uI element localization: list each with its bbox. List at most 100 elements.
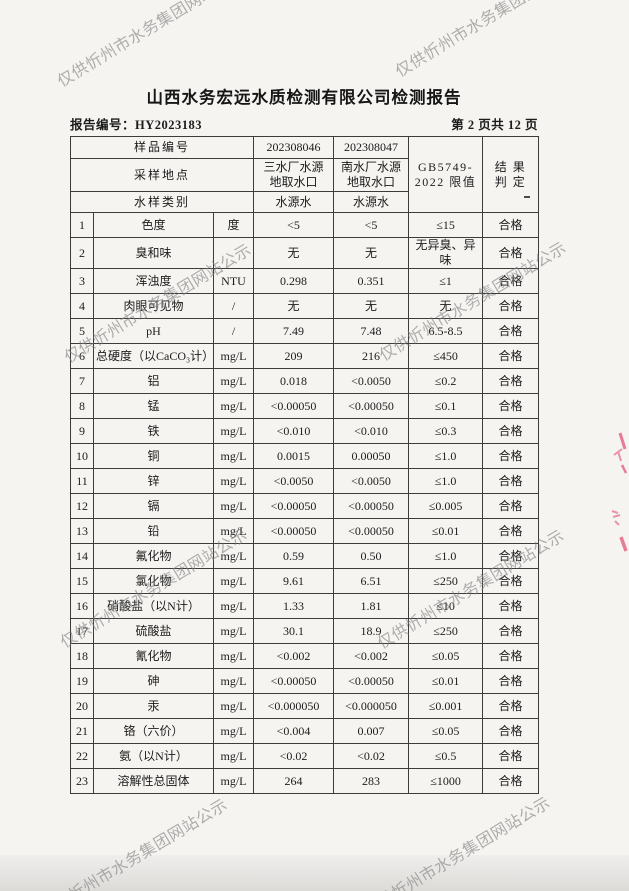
table-row: 13 铅 mg/L <0.00050 <0.00050 ≤0.01 合格 — [70, 518, 540, 544]
sample2-value: 1.81 — [333, 593, 410, 619]
limit-value: ≤0.05 — [408, 718, 484, 744]
result-value: 合格 — [482, 393, 540, 419]
result-value: 合格 — [482, 668, 540, 694]
result-value: 合格 — [482, 618, 540, 644]
item-name: 汞 — [93, 693, 214, 719]
result-value: 合格 — [482, 418, 540, 444]
results-tbody: 1 色度度 <5 <5 ≤15 合格 2 臭和味无无无异臭、异味 合格 3 浑浊度 NTU 0.298 0… — [70, 212, 540, 794]
item-name: pH — [93, 318, 214, 344]
report-title: 山西水务宏远水质检测有限公司检测报告 — [146, 89, 462, 107]
table-row: 23 溶解性总固体 mg/L 264 283 ≤1000 合格 — [70, 768, 540, 794]
watermark: 仅供忻州市水务集团网站公示 — [392, 0, 586, 81]
limit-value: ≤0.01 — [408, 668, 484, 694]
limit-value: ≤1 — [408, 268, 484, 294]
watermark: 仅供忻州市水务集团网站公示 — [54, 0, 248, 91]
sample1-value: 30.1 — [253, 618, 335, 644]
item-name: 硝酸盐（以N计） — [93, 593, 214, 619]
sample2-value: <0.002 — [333, 643, 410, 669]
table-row: 10 铜 mg/L 0.0015 0.00050 ≤1.0 合格 — [70, 443, 540, 469]
item-name: 浑浊度 — [93, 268, 214, 294]
sample1-value: 无 — [253, 293, 335, 319]
limit-value: ≤15 — [408, 212, 484, 238]
limit-value: ≤0.01 — [408, 518, 484, 544]
table-row: 18 氰化物 mg/L <0.002 <0.002 ≤0.05 合格 — [70, 643, 540, 669]
unit: mg/L — [212, 643, 255, 669]
sample1-value: 0.0015 — [253, 443, 335, 469]
row-number: 20 — [70, 693, 94, 719]
item-name: 氯化物 — [93, 568, 214, 594]
result-value: 合格 — [482, 543, 540, 569]
sample2-site: 南水厂水源 地取水口 — [333, 158, 410, 192]
sample2-value: 0.351 — [333, 268, 410, 294]
limit-value: ≤0.2 — [408, 368, 484, 394]
row-number: 9 — [70, 418, 94, 444]
result-value: 合格 — [482, 518, 540, 544]
unit: mg/L — [212, 418, 255, 444]
table-row: 20 汞 mg/L <0.000050 <0.000050 ≤0.001 合格 — [70, 693, 540, 719]
sample1-value: <0.02 — [253, 743, 335, 769]
unit: mg/L — [212, 768, 255, 794]
unit: mg/L — [212, 393, 255, 419]
result-value: 合格 — [482, 643, 540, 669]
sample2-value: <0.00050 — [333, 393, 410, 419]
item-name: 铝 — [93, 368, 214, 394]
unit: 度 — [212, 212, 255, 238]
sample1-value: <0.00050 — [253, 518, 335, 544]
limit-value: ≤250 — [408, 568, 484, 594]
stray-pen-mark — [524, 196, 530, 198]
table-row: 5 pH/7.49 7.48 6.5-8.5 合格 — [70, 318, 540, 344]
item-name: 锰 — [93, 393, 214, 419]
result-value: 合格 — [482, 718, 540, 744]
sample2-value: 7.48 — [333, 318, 410, 344]
limit-value: ≤1.0 — [408, 543, 484, 569]
table-row: 14 氟化物 mg/L 0.59 0.50 ≤1.0 合格 — [70, 543, 540, 569]
item-name: 镉 — [93, 493, 214, 519]
limit-value: ≤450 — [408, 343, 484, 369]
sample1-type: 水源水 — [253, 191, 335, 213]
item-name: 肉眼可见物 — [93, 293, 214, 319]
sample2-value: <5 — [333, 212, 410, 238]
unit: / — [212, 318, 255, 344]
sample1-value: 9.61 — [253, 568, 335, 594]
row-number: 16 — [70, 593, 94, 619]
row-number: 3 — [70, 268, 94, 294]
sample1-value: <0.000050 — [253, 693, 335, 719]
sample1-value: 264 — [253, 768, 335, 794]
limit-value: ≤1000 — [408, 768, 484, 794]
table-row: 11 锌 mg/L <0.0050 <0.0050 ≤1.0 合格 — [70, 468, 540, 494]
sample2-value: <0.0050 — [333, 368, 410, 394]
limit-value: ≤0.3 — [408, 418, 484, 444]
sample2-value: 无 — [333, 237, 410, 269]
row-number: 2 — [70, 237, 94, 269]
item-name: 总硬度（以CaCO₃计） — [93, 343, 214, 369]
unit: mg/L — [212, 693, 255, 719]
sample2-value: 0.007 — [333, 718, 410, 744]
result-value: 合格 — [482, 443, 540, 469]
item-name: 砷 — [93, 668, 214, 694]
limit-value: ≤0.1 — [408, 393, 484, 419]
item-name: 氨（以N计） — [93, 743, 214, 769]
unit: / — [212, 293, 255, 319]
result-value: 合格 — [482, 468, 540, 494]
result-value: 合格 — [482, 343, 540, 369]
table-row: 16 硝酸盐（以N计） mg/L 1.33 1.81 ≤10 合格 — [70, 593, 540, 619]
sample1-value: <0.00050 — [253, 393, 335, 419]
red-stamp-fragment — [611, 432, 628, 552]
table-row: 15 氯化物 mg/L 9.61 6.51 ≤250 合格 — [70, 568, 540, 594]
limit-column-header: GB5749- 2022 限值 — [408, 136, 484, 213]
row-number: 11 — [70, 468, 94, 494]
row-number: 7 — [70, 368, 94, 394]
table-row: 6 总硬度（以CaCO₃计） mg/L 209 216 ≤450 合格 — [70, 343, 540, 369]
item-name: 臭和味 — [93, 237, 214, 269]
result-value: 合格 — [482, 693, 540, 719]
results-table: 样品编号 202308046 202308047 GB5749- 2022 限值… — [69, 136, 540, 794]
unit: NTU — [212, 268, 255, 294]
result-value: 合格 — [482, 768, 540, 794]
result-value: 合格 — [482, 212, 540, 238]
limit-value: 无异臭、异味 — [408, 237, 484, 269]
unit: mg/L — [212, 618, 255, 644]
result-value: 合格 — [482, 568, 540, 594]
report-number: 报告编号：HY2023183 — [70, 118, 203, 132]
table-row: 21 铬（六价） mg/L <0.004 0.007 ≤0.05 合格 — [70, 718, 540, 744]
table-row: 2 臭和味无无无异臭、异味 合格 — [70, 237, 540, 269]
